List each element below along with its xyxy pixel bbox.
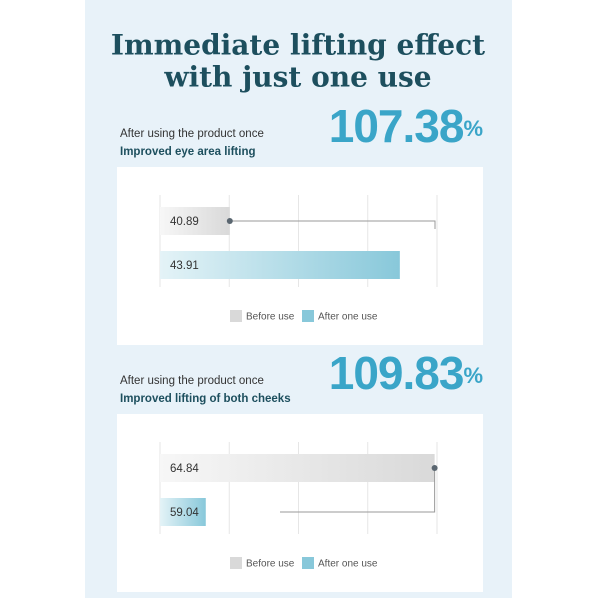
headline: Immediate lifting effect: [111, 29, 485, 62]
legend-swatch: [230, 557, 242, 569]
highlight-unit: %: [463, 116, 483, 141]
value-label: 43.91: [170, 260, 199, 272]
highlight-unit: %: [463, 363, 483, 388]
highlight-value: 109.83: [329, 347, 464, 399]
value-label: 40.89: [170, 216, 199, 228]
legend-label: After one use: [318, 559, 378, 570]
legend-label: Before use: [246, 559, 295, 570]
connector-dot: [226, 218, 233, 224]
highlight: 107.38%: [329, 100, 483, 152]
legend-label: Before use: [246, 312, 295, 323]
chart-title: Improved eye area lifting: [120, 146, 256, 158]
connector: [229, 220, 436, 229]
legend-label: After one use: [318, 312, 378, 323]
headline: with just one use: [163, 61, 431, 94]
bar: [160, 251, 400, 279]
bar: [160, 454, 435, 482]
legend-swatch: [230, 310, 242, 322]
bar: [160, 498, 206, 526]
legend-swatch: [302, 557, 314, 569]
bar: [160, 207, 230, 235]
connector-dot: [431, 465, 438, 471]
connector: [280, 468, 436, 513]
highlight: 109.83%: [329, 347, 483, 399]
legend-swatch: [302, 310, 314, 322]
value-label: 59.04: [170, 507, 199, 519]
subtitle: After using the product once: [120, 375, 264, 387]
highlight-value: 107.38: [329, 100, 464, 152]
subtitle: After using the product once: [120, 128, 264, 140]
value-label: 64.84: [170, 463, 199, 475]
chart-title: Improved lifting of both cheeks: [120, 393, 291, 405]
